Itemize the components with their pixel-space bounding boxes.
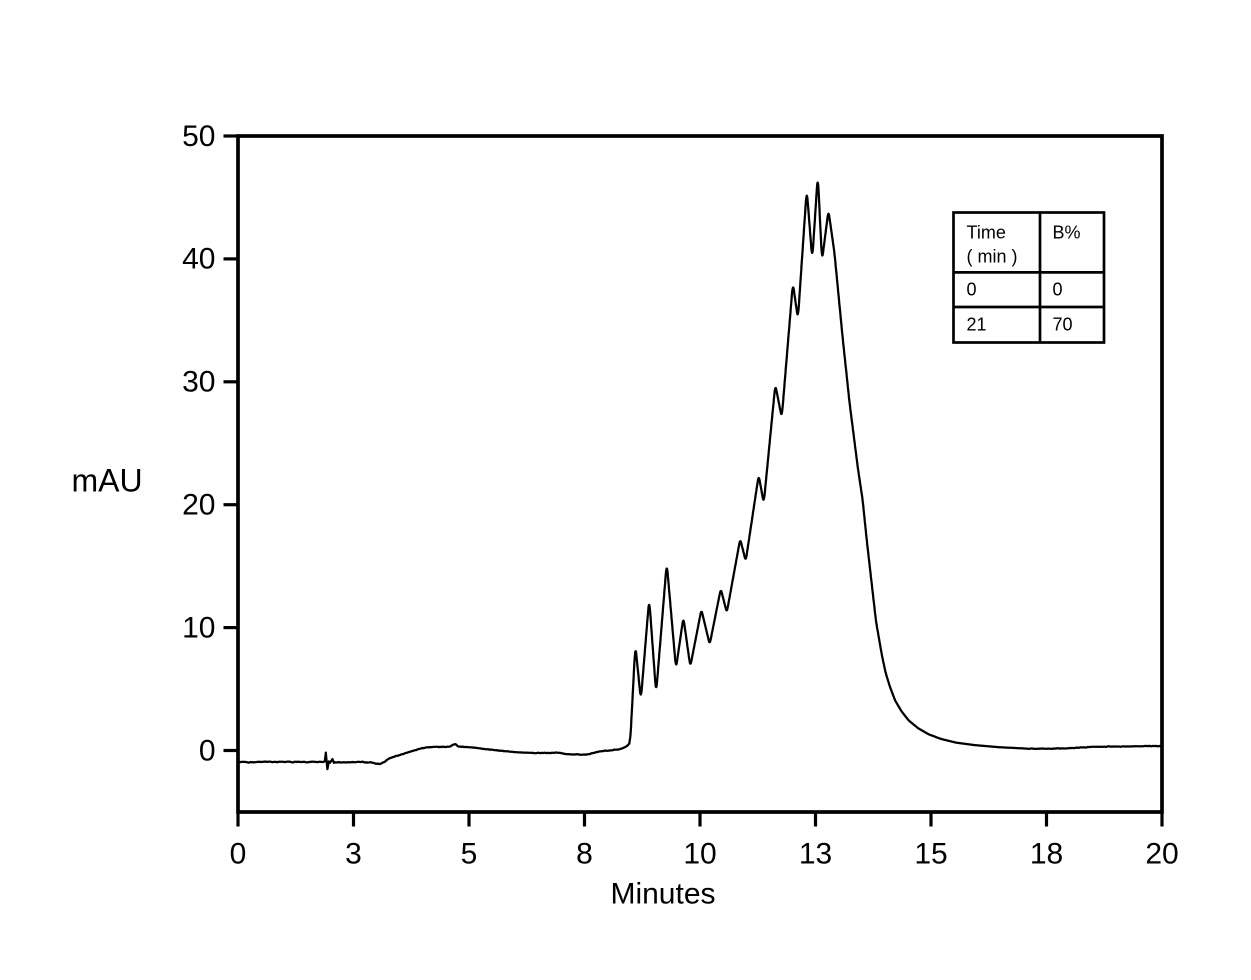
svg-text:30: 30: [182, 366, 215, 399]
svg-text:21: 21: [967, 315, 987, 335]
svg-text:3: 3: [345, 838, 362, 871]
svg-text:15: 15: [914, 838, 947, 871]
svg-text:20: 20: [1145, 838, 1178, 871]
svg-text:20: 20: [182, 489, 215, 522]
svg-text:Time: Time: [967, 223, 1006, 243]
svg-text:B%: B%: [1053, 223, 1081, 243]
svg-text:70: 70: [1053, 315, 1073, 335]
svg-text:18: 18: [1030, 838, 1063, 871]
svg-text:mAU: mAU: [72, 463, 143, 499]
svg-text:Minutes: Minutes: [610, 878, 715, 911]
svg-text:10: 10: [182, 611, 215, 644]
svg-text:0: 0: [967, 280, 977, 300]
svg-text:0: 0: [1053, 280, 1063, 300]
svg-text:0: 0: [230, 838, 247, 871]
svg-text:( min ): ( min ): [967, 247, 1018, 267]
svg-text:40: 40: [182, 243, 215, 276]
svg-text:10: 10: [683, 838, 716, 871]
svg-text:8: 8: [576, 838, 593, 871]
svg-text:5: 5: [461, 838, 478, 871]
svg-text:50: 50: [182, 120, 215, 153]
svg-text:13: 13: [799, 838, 832, 871]
svg-text:0: 0: [199, 734, 216, 767]
